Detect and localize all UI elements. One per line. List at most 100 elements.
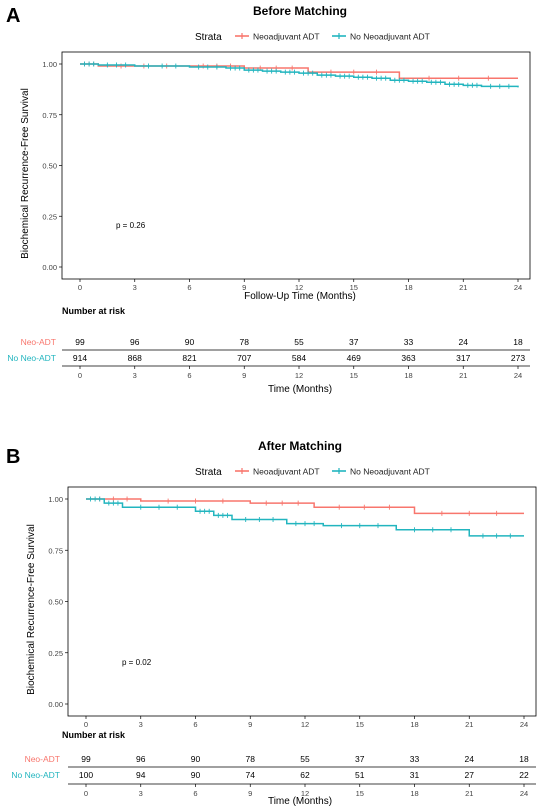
risk-value: 273 [511, 353, 525, 363]
risk-row-label: No Neo-ADT [11, 770, 60, 780]
risk-value: 96 [130, 337, 140, 347]
risk-value: 24 [459, 337, 469, 347]
risk-value: 96 [136, 754, 146, 764]
risk-value: 94 [136, 770, 146, 780]
panel-letter: A [6, 5, 20, 27]
y-tick-label: 1.00 [42, 60, 57, 69]
risk-x-tick-label: 15 [350, 371, 358, 380]
y-tick-label: 0.00 [42, 263, 57, 272]
x-tick-label: 0 [78, 283, 82, 292]
risk-value: 78 [246, 754, 256, 764]
risk-value: 74 [246, 770, 256, 780]
legend-entry: Neoadjuvant ADT [253, 32, 320, 42]
risk-value: 37 [355, 754, 365, 764]
x-tick-label: 21 [465, 720, 473, 729]
x-tick-label: 3 [133, 283, 137, 292]
risk-row-label: No Neo-ADT [7, 353, 56, 363]
risk-value: 317 [456, 353, 470, 363]
risk-value: 100 [79, 770, 93, 780]
p-value: p = 0.26 [116, 221, 146, 230]
legend-title: Strata [195, 467, 222, 478]
x-tick-label: 3 [139, 720, 143, 729]
y-tick-label: 0.25 [42, 212, 57, 221]
risk-value: 31 [410, 770, 420, 780]
x-tick-label: 15 [356, 720, 364, 729]
y-tick-label: 0.75 [48, 546, 63, 555]
risk-row-label: Neo-ADT [21, 337, 56, 347]
risk-x-tick-label: 21 [459, 371, 467, 380]
risk-value: 37 [349, 337, 359, 347]
risk-row-label: Neo-ADT [25, 754, 60, 764]
risk-value: 90 [191, 754, 201, 764]
x-tick-label: 18 [410, 720, 418, 729]
risk-x-tick-label: 0 [84, 789, 88, 798]
risk-value: 99 [81, 754, 91, 764]
risk-value: 33 [404, 337, 414, 347]
y-tick-label: 0.75 [42, 111, 57, 120]
km-curve [86, 498, 524, 537]
chart-title: After Matching [258, 439, 342, 453]
risk-value: 584 [292, 353, 306, 363]
risk-x-tick-label: 9 [242, 371, 246, 380]
risk-x-tick-label: 18 [410, 789, 418, 798]
x-tick-label: 24 [514, 283, 522, 292]
y-tick-label: 1.00 [48, 495, 63, 504]
risk-value: 22 [519, 770, 529, 780]
km-curve [80, 63, 519, 88]
y-tick-label: 0.25 [48, 649, 63, 658]
chart-title: Before Matching [253, 4, 347, 18]
risk-value: 55 [294, 337, 304, 347]
risk-x-tick-label: 12 [301, 789, 309, 798]
risk-value: 469 [347, 353, 361, 363]
risk-value: 363 [401, 353, 415, 363]
x-axis-label: Follow-Up Time (Months) [244, 291, 356, 302]
x-tick-label: 21 [459, 283, 467, 292]
y-axis-label: Biochemical Recurrence-Free Survival [26, 524, 37, 695]
risk-value: 62 [300, 770, 310, 780]
risk-table-title: Number at risk [62, 730, 126, 740]
risk-value: 27 [465, 770, 475, 780]
plot-frame [67, 486, 537, 717]
risk-value: 90 [185, 337, 195, 347]
risk-x-tick-label: 3 [139, 789, 143, 798]
x-tick-label: 18 [404, 283, 412, 292]
x-tick-label: 6 [193, 720, 197, 729]
x-tick-label: 12 [295, 283, 303, 292]
risk-x-tick-label: 15 [356, 789, 364, 798]
risk-value: 707 [237, 353, 251, 363]
x-tick-label: 9 [242, 283, 246, 292]
risk-value: 18 [519, 754, 529, 764]
risk-table-title: Number at risk [62, 306, 126, 316]
x-tick-label: 24 [520, 720, 528, 729]
risk-value: 33 [410, 754, 420, 764]
risk-x-tick-label: 0 [78, 371, 82, 380]
panel-letter: B [6, 446, 20, 468]
risk-x-tick-label: 21 [465, 789, 473, 798]
risk-x-tick-label: 3 [133, 371, 137, 380]
legend-entry: No Neoadjuvant ADT [350, 467, 430, 477]
x-tick-label: 6 [187, 283, 191, 292]
risk-value: 914 [73, 353, 87, 363]
risk-x-tick-label: 6 [193, 789, 197, 798]
y-tick-label: 0.50 [42, 162, 57, 171]
y-tick-label: 0.50 [48, 598, 63, 607]
legend-title: Strata [195, 32, 222, 43]
risk-value: 821 [182, 353, 196, 363]
risk-value: 99 [75, 337, 85, 347]
x-tick-label: 12 [301, 720, 309, 729]
p-value: p = 0.02 [122, 658, 152, 667]
risk-value: 78 [240, 337, 250, 347]
x-tick-label: 0 [84, 720, 88, 729]
y-axis-label: Biochemical Recurrence-Free Survival [20, 88, 31, 259]
risk-x-tick-label: 24 [520, 789, 528, 798]
risk-x-tick-label: 9 [248, 789, 252, 798]
plot-frame [61, 51, 531, 280]
risk-x-axis-label: Time (Months) [268, 384, 332, 395]
legend-entry: No Neoadjuvant ADT [350, 32, 430, 42]
km-curve [86, 498, 524, 515]
x-tick-label: 9 [248, 720, 252, 729]
risk-value: 868 [128, 353, 142, 363]
risk-x-tick-label: 24 [514, 371, 522, 380]
legend-entry: Neoadjuvant ADT [253, 467, 320, 477]
